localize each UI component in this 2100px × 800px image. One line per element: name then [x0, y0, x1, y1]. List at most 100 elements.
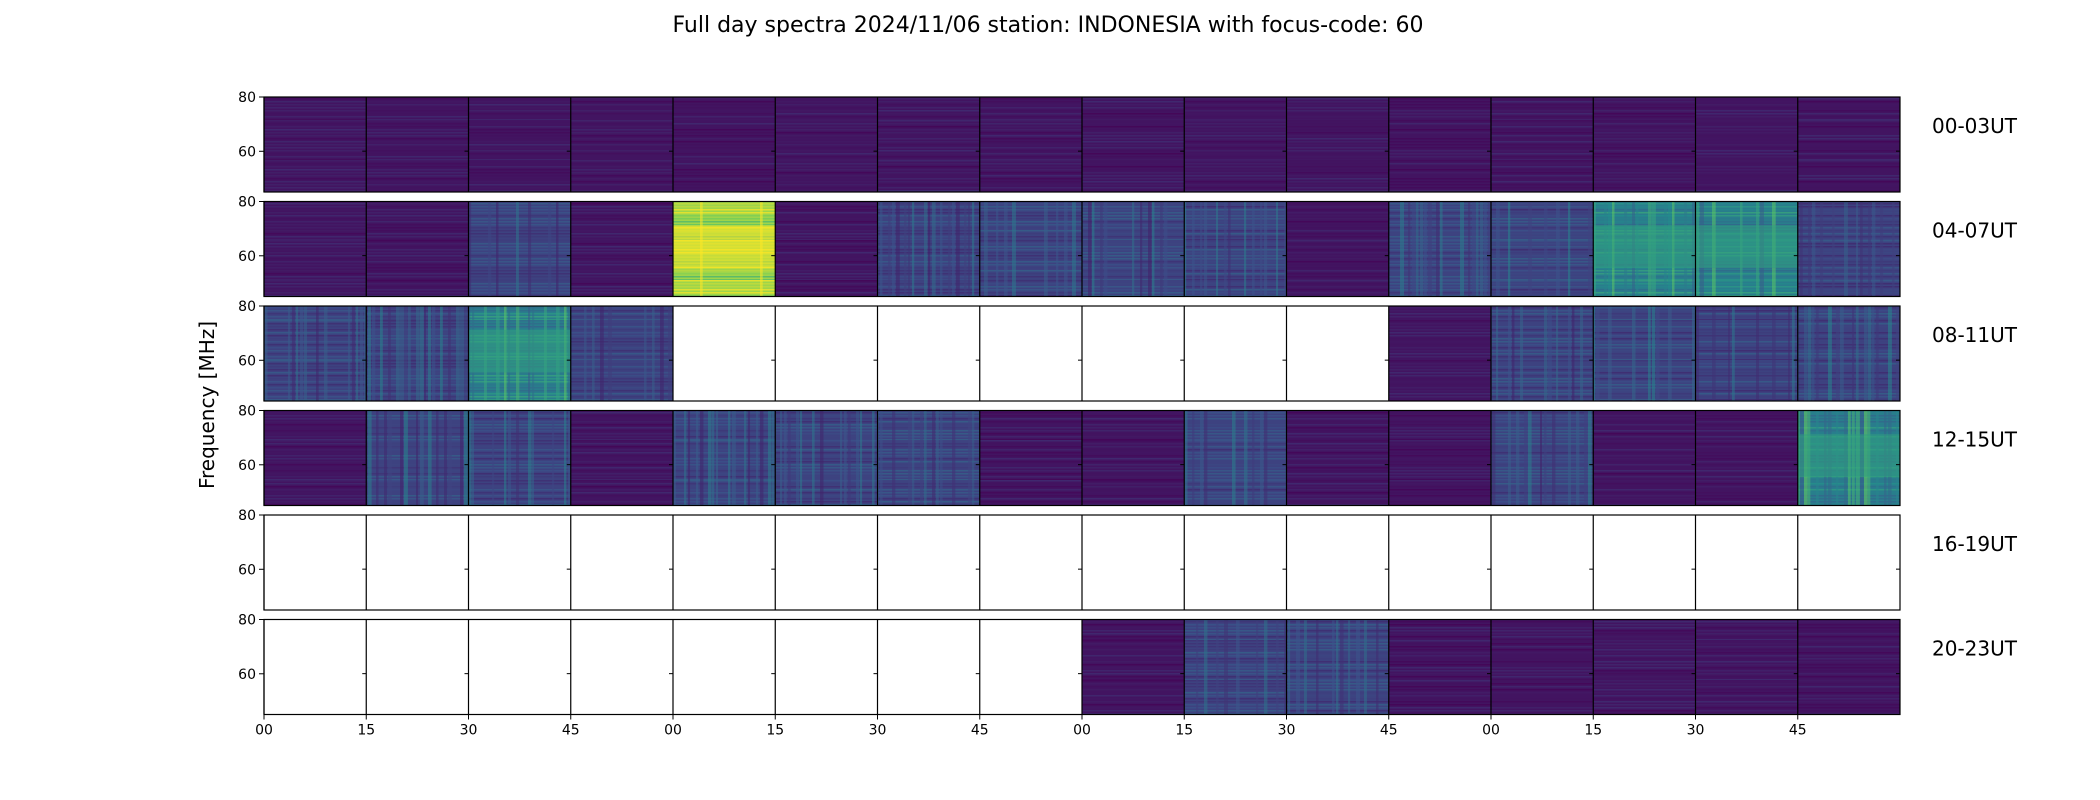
spectrogram-panel — [1491, 619, 1594, 715]
spectra-row: 60 80 08-11UT — [238, 299, 2018, 402]
spectrogram-panel — [1286, 410, 1389, 506]
x-tick-label: 45 — [1789, 723, 1807, 739]
emission-band — [673, 225, 776, 268]
spectrogram-panel — [1695, 97, 1798, 192]
spectrogram-panel — [1593, 97, 1696, 192]
spectrogram-panel — [673, 97, 776, 192]
spectrogram-panel — [570, 201, 673, 297]
spectrogram-panel — [979, 201, 1082, 297]
spectrogram-panel — [1184, 97, 1287, 192]
spectrogram-panel — [1082, 619, 1185, 715]
spectrogram-panel — [1695, 619, 1798, 715]
empty-panel — [1286, 515, 1389, 610]
empty-panel — [673, 515, 776, 610]
spectrogram-panel — [1797, 619, 1900, 715]
empty-panel — [1695, 515, 1798, 610]
empty-panel — [366, 515, 469, 610]
empty-panel — [1388, 515, 1491, 610]
x-tick-label: 45 — [1380, 723, 1398, 739]
row-label: 04-07UT — [1932, 219, 2018, 243]
empty-panel — [775, 515, 878, 610]
row-frame — [263, 305, 1901, 402]
emission-band — [1695, 225, 1798, 268]
spectrogram-panel — [979, 410, 1082, 506]
empty-panel — [468, 619, 571, 715]
spectrogram-panel — [264, 410, 367, 506]
spectrogram-panel — [1491, 306, 1594, 401]
empty-panel — [1184, 306, 1287, 401]
spectrogram-panel — [1695, 306, 1798, 401]
spectrogram-panel — [366, 97, 469, 192]
spectrogram-panel — [468, 410, 571, 506]
empty-panel — [1286, 306, 1389, 401]
spectrogram-panel — [775, 410, 878, 506]
y-tick-label: 80 — [238, 299, 256, 315]
spectrogram-panel — [1388, 201, 1491, 297]
spectrogram-panel — [1388, 97, 1491, 192]
emission-band — [468, 329, 571, 373]
spectrogram-panel — [1082, 201, 1185, 297]
spectrogram-panel — [366, 201, 469, 297]
empty-panel — [877, 515, 980, 610]
y-tick-label: 60 — [238, 667, 256, 683]
empty-panel — [366, 619, 469, 715]
spectrogram-panel — [1286, 201, 1389, 297]
spectrogram-panel — [1797, 201, 1900, 297]
spectrogram-panel — [673, 410, 776, 506]
empty-panel — [468, 515, 571, 610]
empty-panel — [1593, 515, 1696, 610]
y-tick-label: 60 — [238, 353, 256, 369]
spectrogram-panel — [1491, 97, 1594, 192]
empty-panel — [775, 306, 878, 401]
empty-panel — [1797, 515, 1900, 610]
x-tick-label: 15 — [1175, 723, 1193, 739]
chart-title: Full day spectra 2024/11/06 station: IND… — [672, 13, 1423, 38]
empty-panel — [1082, 515, 1185, 610]
row-frame — [263, 96, 1901, 193]
y-tick-label: 80 — [238, 613, 256, 629]
spectrogram-panel — [1184, 410, 1287, 506]
spectrogram-panel — [1286, 619, 1389, 715]
y-axis-label: Frequency [MHz] — [195, 321, 219, 489]
empty-panel — [570, 515, 673, 610]
spectrogram-panel — [775, 201, 878, 297]
x-tick-label: 00 — [1073, 723, 1091, 739]
spectrogram-panel — [366, 306, 469, 401]
y-tick-label: 80 — [238, 195, 256, 211]
spectrogram-panel — [877, 201, 980, 297]
spectra-rows: 60 80 00-03UT 60 80 04-07UT 60 80 08-11UT 60 80 12-… — [238, 90, 2018, 716]
empty-panel — [264, 515, 367, 610]
x-tick-label: 30 — [460, 723, 478, 739]
spectrogram-panel — [1593, 619, 1696, 715]
y-tick-label: 80 — [238, 508, 256, 524]
row-label: 20-23UT — [1932, 637, 2018, 661]
spectra-row: 60 80 20-23UT — [238, 613, 2018, 716]
y-tick-label: 60 — [238, 249, 256, 265]
spectra-row: 60 80 00-03UT — [238, 90, 2018, 193]
spectrogram-panel — [1286, 97, 1389, 192]
spectrogram-panel — [1797, 97, 1900, 192]
spectrogram-panel — [1184, 619, 1287, 715]
row-label: 12-15UT — [1932, 428, 2018, 452]
spectrogram-panel — [264, 306, 367, 401]
empty-panel — [264, 619, 367, 715]
y-tick-label: 80 — [238, 90, 256, 106]
x-tick-label: 45 — [562, 723, 580, 739]
emission-band — [1593, 225, 1696, 268]
spectrogram-panel — [570, 97, 673, 192]
empty-panel — [877, 306, 980, 401]
emission-band — [1797, 434, 1900, 477]
x-tick-label: 45 — [971, 723, 989, 739]
spectrogram-panel — [1388, 619, 1491, 715]
spectrogram-panel — [1491, 201, 1594, 297]
empty-panel — [1184, 515, 1287, 610]
spectrogram-panel — [877, 410, 980, 506]
empty-panel — [673, 619, 776, 715]
spectra-row: 60 80 12-15UT — [238, 404, 2018, 507]
spectrogram-panel — [1082, 97, 1185, 192]
y-tick-label: 60 — [238, 144, 256, 160]
spectrogram-panel — [570, 410, 673, 506]
spectrogram-panel — [264, 201, 367, 297]
row-label: 16-19UT — [1932, 532, 2018, 556]
